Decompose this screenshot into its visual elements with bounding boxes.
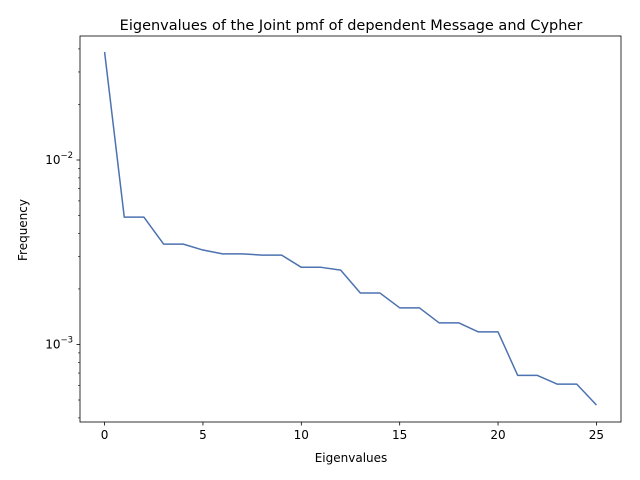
plot-area: 0 5 10 15 20 25 10−2 10−3: [45, 35, 622, 442]
y-tick-label: 10−3: [45, 335, 73, 351]
x-tick-label: 10: [294, 428, 309, 442]
x-tick-label: 25: [589, 428, 604, 442]
x-tick-label: 20: [490, 428, 505, 442]
y-tick-label: 10−2: [45, 151, 73, 167]
series-line: [103, 51, 597, 406]
x-tick-label: 15: [392, 428, 407, 442]
x-axis-label: Eigenvalues: [315, 451, 388, 465]
chart-title: Eigenvalues of the Joint pmf of dependen…: [120, 18, 583, 34]
x-tick-label: 0: [101, 428, 109, 442]
y-axis-label: Frequency: [16, 199, 30, 261]
x-tick-label: 5: [199, 428, 207, 442]
axes-frame: [79, 35, 622, 423]
